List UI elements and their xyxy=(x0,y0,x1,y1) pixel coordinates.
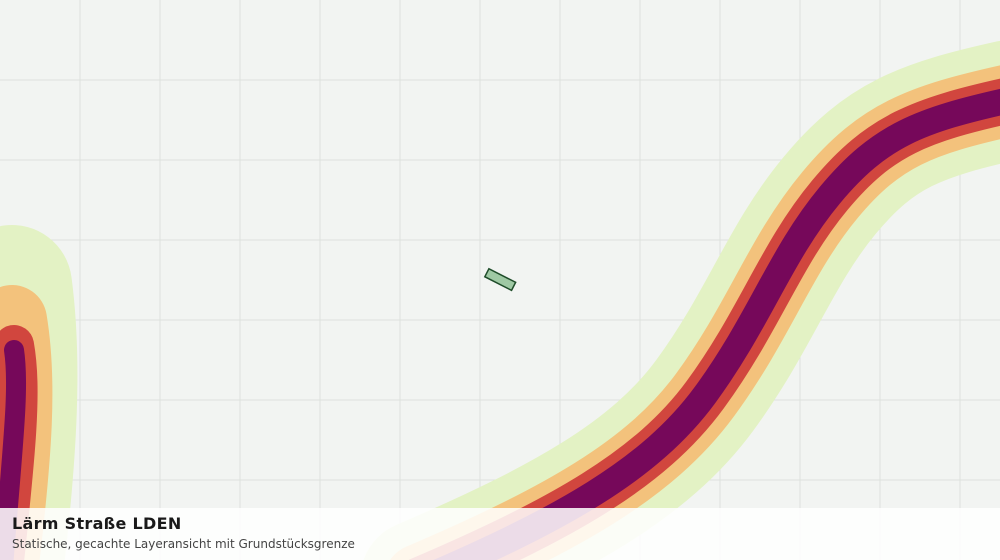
layer-subtitle: Statische, gecachte Layeransicht mit Gru… xyxy=(12,537,355,551)
parcel-boundary xyxy=(483,267,517,292)
layer-title: Lärm Straße LDEN xyxy=(12,514,182,533)
caption-bar: Lärm Straße LDEN Statische, gecachte Lay… xyxy=(0,508,1000,560)
noise-main xyxy=(363,41,1000,560)
